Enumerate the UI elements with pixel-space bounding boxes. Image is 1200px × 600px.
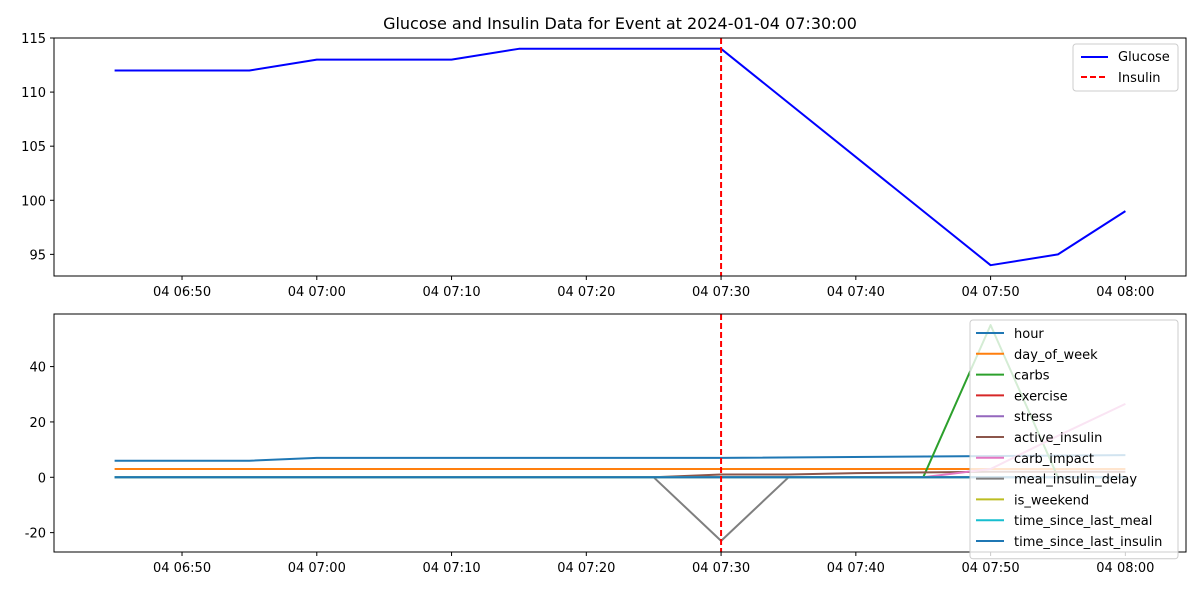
features-series-hour-line (114, 454, 1126, 462)
y-tick-label: 95 (29, 248, 46, 263)
legend-hour-label: hour (1014, 327, 1044, 342)
x-tick-label: 04 07:10 (422, 561, 480, 576)
x-tick-label: 04 07:30 (692, 285, 750, 300)
legend-time-since-last-insulin-label: time_since_last_insulin (1014, 535, 1162, 550)
features-x-ticks: 04 06:50 04 07:00 04 07:10 04 07:20 04 07:30… (153, 552, 1154, 576)
y-tick-label: 20 (29, 416, 46, 431)
glucose-x-ticks: 04 06:50 04 07:00 04 07:10 04 07:20 04 07:30… (153, 276, 1154, 300)
glucose-chart: 04 06:50 04 07:00 04 07:10 04 07:20 04 07:30… (21, 32, 1187, 300)
x-tick-label: 04 07:40 (827, 561, 885, 576)
x-tick-label: 04 06:50 (153, 561, 211, 576)
glucose-series-Glucose-line (114, 47, 1126, 267)
glucose-legend: Glucose Insulin (1072, 43, 1179, 92)
glucose-plot-area (114, 38, 1126, 276)
legend-stress-label: stress (1014, 410, 1053, 425)
features-legend-box (969, 319, 1179, 560)
legend-insulin-label: Insulin (1118, 71, 1161, 86)
y-tick-label: 115 (21, 32, 46, 47)
chart-title: Glucose and Insulin Data for Event at 20… (383, 14, 857, 33)
legend-meal-insulin-delay-label: meal_insulin_delay (1014, 473, 1137, 488)
glucose-axes-frame (53, 37, 1187, 277)
legend-active-insulin-label: active_insulin (1014, 431, 1102, 446)
legend-carbs-label: carbs (1014, 369, 1050, 384)
x-tick-label: 04 07:10 (422, 285, 480, 300)
x-tick-label: 04 07:40 (827, 285, 885, 300)
x-tick-label: 04 07:00 (288, 561, 346, 576)
legend-carb-impact-label: carb_impact (1014, 452, 1094, 467)
x-tick-label: 04 07:30 (692, 561, 750, 576)
legend-exercise-label: exercise (1014, 389, 1068, 404)
y-tick-label: 110 (21, 86, 46, 101)
features-chart: 04 06:50 04 07:00 04 07:10 04 07:20 04 07:30… (25, 313, 1187, 576)
x-tick-label: 04 06:50 (153, 285, 211, 300)
x-tick-label: 04 07:50 (962, 561, 1020, 576)
y-tick-label: 0 (38, 471, 46, 486)
x-tick-label: 04 07:20 (557, 561, 615, 576)
x-tick-label: 04 07:00 (288, 285, 346, 300)
y-tick-label: 105 (21, 140, 46, 155)
glucose-y-ticks: 95 100 105 110 115 (21, 32, 54, 263)
y-tick-label: 100 (21, 194, 46, 209)
legend-is-weekend-label: is_weekend (1014, 493, 1089, 508)
features-axes-frame (53, 313, 1187, 553)
legend-day-of-week-label: day_of_week (1014, 348, 1098, 363)
legend-time-since-last-meal-label: time_since_last_meal (1014, 514, 1152, 529)
x-tick-label: 04 08:00 (1096, 285, 1154, 300)
x-tick-label: 04 08:00 (1096, 561, 1154, 576)
y-tick-label: -20 (25, 527, 46, 542)
features-y-ticks: -20 0 20 40 (25, 361, 54, 542)
x-tick-label: 04 07:50 (962, 285, 1020, 300)
legend-glucose-label: Glucose (1118, 50, 1170, 65)
x-tick-label: 04 07:20 (557, 285, 615, 300)
y-tick-label: 40 (29, 361, 46, 376)
glucose-legend-box (1072, 43, 1179, 92)
